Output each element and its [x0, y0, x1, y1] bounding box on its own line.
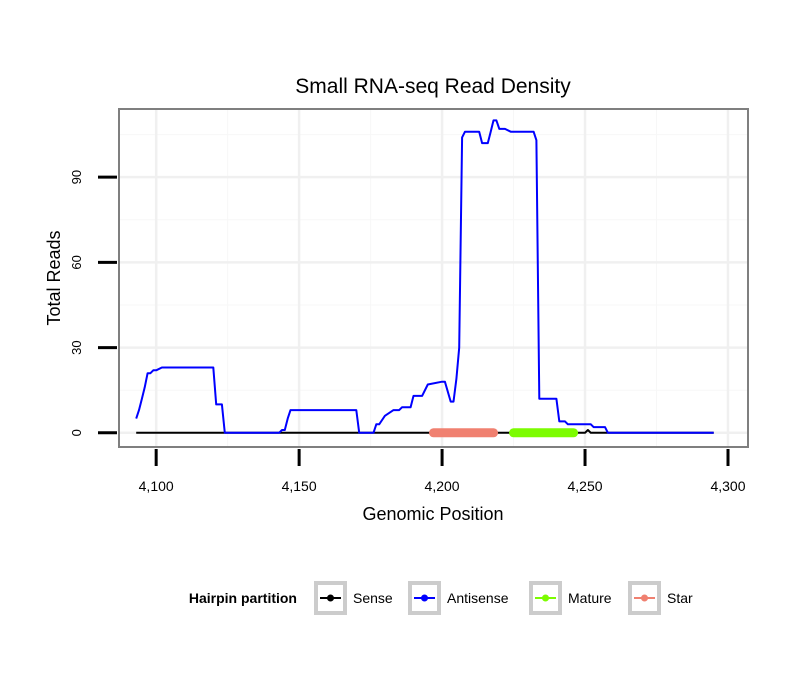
y-tick-label: 30	[69, 340, 84, 354]
legend-key-point	[421, 594, 428, 602]
x-tick-label: 4,250	[568, 478, 603, 494]
x-tick-label: 4,100	[139, 478, 174, 494]
y-axis: 0 30 60 90	[69, 170, 117, 436]
legend: Hairpin partition Sense Antisense Mature St…	[189, 581, 693, 615]
legend-key-point	[641, 594, 648, 602]
legend-entry-label: Antisense	[447, 590, 509, 606]
legend-entry-label: Sense	[353, 590, 393, 606]
legend-key-point	[542, 594, 549, 602]
legend-title: Hairpin partition	[189, 590, 297, 606]
plot-border	[118, 108, 749, 448]
legend-key-point	[327, 594, 334, 602]
y-tick-label: 90	[69, 170, 84, 184]
x-tick-label: 4,150	[282, 478, 317, 494]
x-axis: 4,100 4,150 4,200 4,250 4,300	[139, 449, 746, 494]
grid	[119, 109, 748, 447]
x-tick-label: 4,200	[425, 478, 460, 494]
y-axis-label: Total Reads	[44, 230, 64, 325]
y-tick-label: 60	[69, 255, 84, 269]
series-layer	[135, 119, 714, 438]
legend-entry-label: Star	[667, 590, 693, 606]
x-axis-label: Genomic Position	[362, 504, 503, 524]
legend-entry-label: Mature	[568, 590, 612, 606]
series-antisense-line	[135, 119, 714, 434]
x-tick-label: 4,300	[710, 478, 745, 494]
chart-title: Small RNA-seq Read Density	[295, 75, 571, 98]
y-tick-label: 0	[69, 429, 84, 436]
